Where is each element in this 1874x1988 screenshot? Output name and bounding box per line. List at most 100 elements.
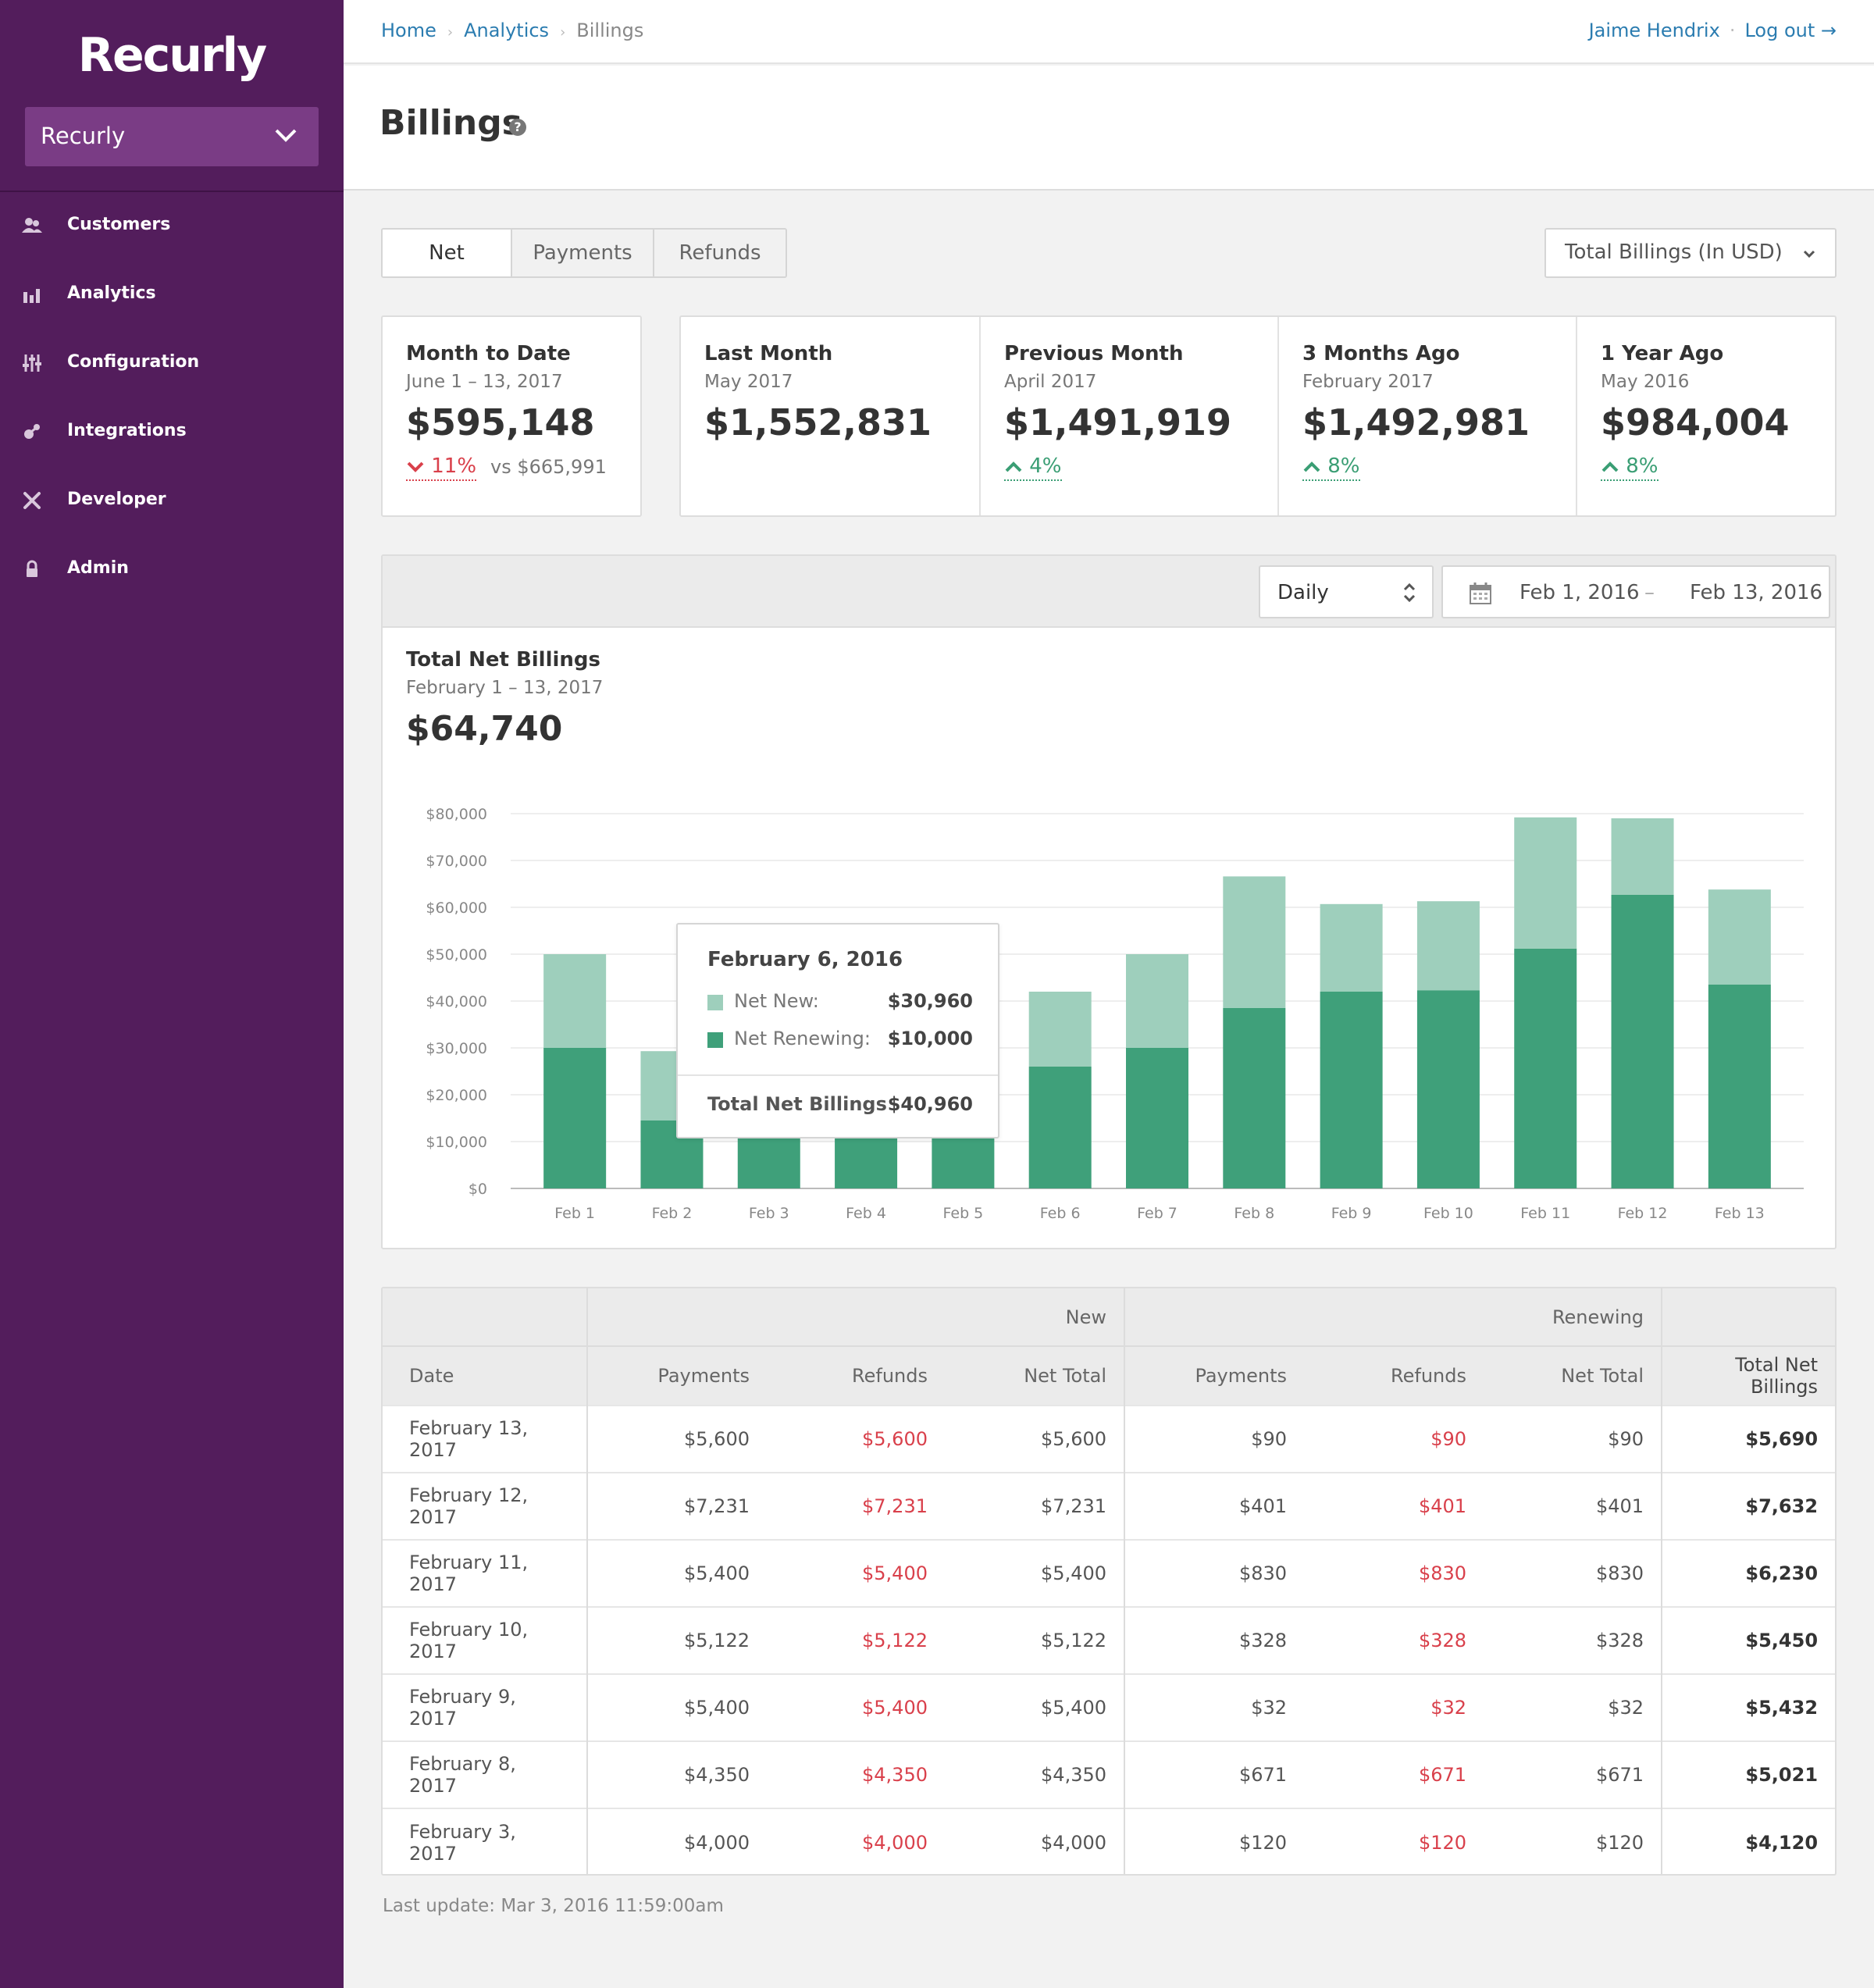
- chart-toolbar: Daily Feb 1, 2016 – Feb 13, 2016: [383, 556, 1835, 628]
- sidebar-item-admin[interactable]: Admin: [0, 547, 344, 593]
- bar-net-renewing: [1126, 1048, 1188, 1188]
- breadcrumb-current: Billings: [576, 20, 644, 41]
- site-select[interactable]: Recurly: [25, 107, 319, 166]
- table-cell: February 10, 2017: [383, 1606, 587, 1674]
- stat-subtitle: February 2017: [1302, 372, 1434, 392]
- breadcrumb-analytics-link[interactable]: Analytics: [464, 20, 550, 41]
- table-cell: $7,231: [586, 1472, 767, 1540]
- arrow-up-icon: [1005, 461, 1022, 472]
- user-name-link[interactable]: Jaime Hendrix: [1588, 20, 1720, 41]
- y-tick-label: $60,000: [426, 900, 487, 917]
- stat-title: 3 Months Ago: [1302, 342, 1460, 365]
- x-tick-label: Feb 1: [554, 1205, 595, 1222]
- table-cell: $7,231: [945, 1472, 1125, 1540]
- x-tick-label: Feb 8: [1234, 1205, 1274, 1222]
- stat-subtitle: June 1 – 13, 2017: [406, 372, 563, 392]
- table-cell: $4,350: [586, 1740, 767, 1808]
- period-comparison-card: Last Month May 2017 $1,552,831 Previous …: [679, 315, 1837, 517]
- column-header[interactable]: Date: [383, 1345, 587, 1405]
- tooltip-total-label: Total Net Billings: [707, 1093, 887, 1115]
- table-cell: $7,231: [767, 1472, 945, 1540]
- stat-title: Previous Month: [1004, 342, 1184, 365]
- stat-previous-month: Previous Month April 2017 $1,491,919 4%: [981, 317, 1277, 515]
- y-tick-label: $70,000: [426, 853, 487, 870]
- arrow-down-icon: [407, 461, 424, 472]
- column-header[interactable]: Payments: [1124, 1345, 1305, 1405]
- legend-swatch-net-renewing: [707, 1032, 723, 1048]
- breadcrumb-separator: ›: [447, 24, 454, 41]
- tooltip-row-net-new: Net New: $30,960: [707, 990, 973, 1014]
- sidebar-item-integrations[interactable]: Integrations: [0, 409, 344, 456]
- table-cell: $671: [1484, 1740, 1662, 1808]
- stat-subtitle: May 2016: [1601, 372, 1690, 392]
- sidebar-item-customers[interactable]: Customers: [0, 203, 344, 250]
- chevron-down-icon: [1803, 250, 1815, 258]
- tooltip-row-net-renewing: Net Renewing: $10,000: [707, 1028, 973, 1051]
- stat-change: 11%: [406, 454, 477, 481]
- date-range-picker[interactable]: Feb 1, 2016 – Feb 13, 2016: [1441, 565, 1830, 618]
- column-header[interactable]: Payments: [586, 1345, 767, 1405]
- chart-tooltip: February 6, 2016 Net New: $30,960 Net Re…: [676, 923, 999, 1138]
- bar-net-new: [1320, 903, 1383, 992]
- stat-title: Month to Date: [406, 342, 571, 365]
- bar-net-new: [1611, 818, 1674, 895]
- tab-refunds[interactable]: Refunds: [653, 230, 786, 276]
- table-cell: February 3, 2017: [383, 1808, 587, 1874]
- legend-swatch-net-new: [707, 995, 723, 1010]
- sidebar-item-analytics[interactable]: Analytics: [0, 272, 344, 319]
- column-header[interactable]: Net Total: [945, 1345, 1125, 1405]
- stat-change: 8%: [1302, 454, 1360, 481]
- column-header[interactable]: Total Net Billings: [1661, 1345, 1835, 1405]
- tooltip-total-value: $40,960: [887, 1093, 973, 1115]
- table-cell: $5,600: [586, 1405, 767, 1473]
- table-cell: February 12, 2017: [383, 1472, 587, 1540]
- date-from: Feb 1, 2016: [1520, 581, 1640, 604]
- y-tick-label: $40,000: [426, 993, 487, 1010]
- tab-net[interactable]: Net: [383, 230, 511, 276]
- table-cell: $5,432: [1661, 1673, 1835, 1741]
- sidebar: Recurly Recurly Customers Analytics Conf…: [0, 0, 344, 1988]
- table-cell: $401: [1304, 1472, 1484, 1540]
- chart-total-value: $64,740: [406, 709, 563, 749]
- x-tick-label: Feb 10: [1423, 1205, 1473, 1222]
- sidebar-item-configuration[interactable]: Configuration: [0, 340, 344, 387]
- bar-net-renewing: [1320, 992, 1383, 1188]
- bar-net-new: [1514, 817, 1577, 949]
- bar-net-renewing: [1416, 990, 1480, 1188]
- table-cell: $830: [1484, 1539, 1662, 1607]
- table-cell: $90: [1124, 1405, 1305, 1473]
- table-cell: $830: [1304, 1539, 1484, 1607]
- top-bar: Home › Analytics › Billings Jaime Hendrix · Lo…: [344, 0, 1874, 64]
- stat-divider: [1576, 317, 1577, 515]
- help-icon[interactable]: ?: [509, 119, 526, 136]
- logout-link[interactable]: Log out →: [1744, 20, 1837, 41]
- table-group-header-renewing: Renewing: [1124, 1288, 1662, 1346]
- x-tick-label: Feb 2: [652, 1205, 693, 1222]
- sidebar-item-developer[interactable]: Developer: [0, 478, 344, 525]
- table-cell: February 11, 2017: [383, 1539, 587, 1607]
- table-cell: $671: [1304, 1740, 1484, 1808]
- lock-icon: [27, 560, 37, 577]
- arrow-up-icon: [1303, 461, 1320, 472]
- x-tick-label: Feb 9: [1331, 1205, 1372, 1222]
- stat-divider: [1277, 317, 1279, 515]
- table-cell: February 9, 2017: [383, 1673, 587, 1741]
- table-cell: $4,350: [767, 1740, 945, 1808]
- table-cell: February 8, 2017: [383, 1740, 587, 1808]
- tooltip-row-label: Net Renewing:: [734, 1028, 871, 1049]
- table-cell: $5,600: [767, 1405, 945, 1473]
- breadcrumb-home-link[interactable]: Home: [381, 20, 436, 41]
- interval-select[interactable]: Daily: [1259, 565, 1434, 618]
- metric-select[interactable]: Total Billings (In USD): [1544, 228, 1837, 278]
- recurly-logo[interactable]: Recurly: [77, 28, 267, 83]
- tab-payments[interactable]: Payments: [511, 230, 653, 276]
- bar-net-new: [1416, 901, 1480, 991]
- site-select-label: Recurly: [41, 123, 126, 149]
- arrow-up-icon: [1601, 461, 1619, 472]
- column-header[interactable]: Refunds: [1304, 1345, 1484, 1405]
- table-row: February 10, 2017 $5,122 $5,122 $5,122 $328 $…: [383, 1606, 1835, 1674]
- column-header[interactable]: Net Total: [1484, 1345, 1662, 1405]
- column-header[interactable]: Refunds: [767, 1345, 945, 1405]
- bar-net-renewing: [932, 1132, 995, 1188]
- table-cell: $6,230: [1661, 1539, 1835, 1607]
